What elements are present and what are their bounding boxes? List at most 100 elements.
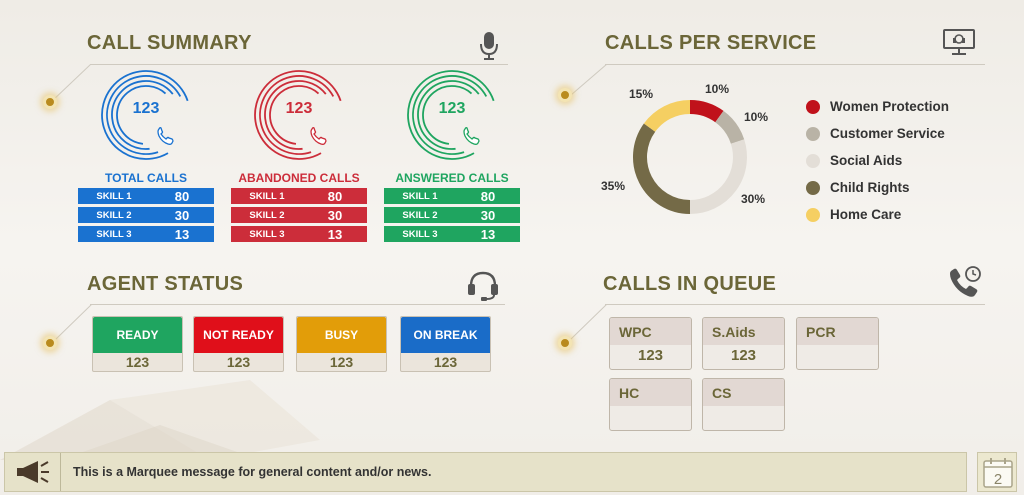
legend-swatch — [806, 180, 820, 195]
calls-per-service-title: CALLS PER SERVICE — [605, 32, 817, 54]
legend-label: Women Protection — [830, 99, 950, 114]
agent-status-label: NOT READY — [194, 317, 283, 353]
call-count: 123 — [285, 100, 313, 117]
queue-label: PCR — [797, 318, 878, 345]
connector-line — [50, 64, 92, 103]
call-summary-column: 123 TOTAL CALLS SKILL 1 80 SKILL 2 30 SKILL 3 1… — [78, 70, 214, 242]
calls-in-queue-title: CALLS IN QUEUE — [603, 273, 777, 295]
chart-legend: Women Protection Customer Service Social A… — [806, 93, 949, 228]
agent-status-count: 123 — [329, 354, 354, 370]
call-column-title: TOTAL CALLS — [105, 171, 187, 185]
legend-swatch — [806, 99, 820, 114]
agent-status-title: AGENT STATUS — [87, 273, 244, 295]
phone-gauge-icon — [407, 70, 497, 160]
agent-status-card[interactable]: NOT READY 123 — [193, 316, 284, 372]
queue-count: 123 — [637, 347, 664, 364]
donut-slice — [643, 100, 691, 133]
skill-value: 80 — [327, 188, 343, 204]
phone-gauge-icon — [101, 70, 191, 160]
agent-status-count: 123 — [433, 354, 458, 370]
skill-row: SKILL 1 80 — [78, 188, 214, 204]
call-gauge: 123 — [101, 70, 191, 160]
agent-status-card[interactable]: ON BREAK 123 — [400, 316, 491, 372]
queue-count — [797, 345, 878, 369]
connector-line — [55, 304, 93, 340]
queue-card[interactable]: WPC 123 — [609, 317, 692, 370]
skill-label: SKILL 2 — [249, 209, 285, 221]
agent-status-card[interactable]: BUSY 123 — [296, 316, 387, 372]
section-marker-dot — [43, 95, 57, 109]
headset-icon — [468, 271, 498, 301]
calendar-widget[interactable]: 2 — [977, 452, 1017, 492]
call-column-title: ABANDONED CALLS — [238, 171, 360, 185]
queue-label: CS — [703, 379, 784, 406]
legend-item: Home Care — [806, 201, 949, 228]
section-marker-dot — [43, 336, 57, 350]
skill-row: SKILL 2 30 — [78, 207, 214, 223]
skill-row: SKILL 1 80 — [384, 188, 520, 204]
call-summary-column: 123 ANSWERED CALLS SKILL 1 80 SKILL 2 30 SKILL… — [384, 70, 520, 242]
section-marker-dot — [558, 336, 572, 350]
skill-value: 30 — [327, 207, 343, 223]
call-summary-column: 123 ABANDONED CALLS SKILL 1 80 SKILL 2 30 SKIL… — [231, 70, 367, 242]
queue-card[interactable]: CS — [702, 378, 785, 431]
legend-swatch — [806, 126, 820, 141]
queue-label: HC — [610, 379, 691, 406]
connector-line — [570, 304, 608, 340]
queue-card[interactable]: HC — [609, 378, 692, 431]
skill-value: 13 — [174, 226, 190, 242]
marquee-message: This is a Marquee message for general co… — [73, 465, 432, 479]
skill-row: SKILL 2 30 — [384, 207, 520, 223]
slice-label: 35% — [601, 179, 626, 193]
donut-slice — [689, 139, 747, 214]
calendar-icon: 2 — [983, 458, 1013, 488]
phone-gauge-icon — [254, 70, 344, 160]
queue-label: WPC — [610, 318, 691, 345]
skill-value: 30 — [174, 207, 190, 223]
agent-status-label: READY — [93, 317, 182, 353]
skill-label: SKILL 3 — [96, 228, 132, 240]
skill-label: SKILL 2 — [96, 209, 132, 221]
skill-label: SKILL 3 — [402, 228, 438, 240]
call-gauge: 123 — [254, 70, 344, 160]
skill-label: SKILL 1 — [402, 190, 438, 202]
legend-label: Customer Service — [830, 126, 945, 141]
legend-label: Home Care — [830, 207, 902, 222]
skill-row: SKILL 3 13 — [231, 226, 367, 242]
skill-row: SKILL 2 30 — [231, 207, 367, 223]
section-marker-dot — [558, 88, 572, 102]
queue-count: 123 — [730, 347, 757, 364]
skill-value: 80 — [174, 188, 190, 204]
skill-row: SKILL 1 80 — [231, 188, 367, 204]
agent-status-label: ON BREAK — [401, 317, 490, 353]
slice-label: 10% — [744, 110, 769, 124]
call-count: 123 — [132, 100, 160, 117]
agent-status-card[interactable]: READY 123 — [92, 316, 183, 372]
skill-value: 13 — [480, 226, 496, 242]
calendar-day: 2 — [994, 471, 1002, 488]
slice-label: 30% — [741, 192, 766, 206]
call-gauge: 123 — [407, 70, 497, 160]
legend-item: Customer Service — [806, 120, 949, 147]
queue-count — [610, 406, 691, 430]
skill-label: SKILL 1 — [96, 190, 132, 202]
call-summary-title: CALL SUMMARY — [87, 32, 252, 54]
queue-card[interactable]: PCR — [796, 317, 879, 370]
legend-label: Child Rights — [830, 180, 910, 195]
queue-count — [703, 406, 784, 430]
background-decoration — [0, 380, 320, 460]
legend-label: Social Aids — [830, 153, 903, 168]
slice-label: 15% — [629, 87, 654, 101]
microphone-icon — [480, 32, 498, 60]
skill-label: SKILL 2 — [402, 209, 438, 221]
calls-per-service-donut-chart — [633, 100, 747, 214]
call-count: 123 — [438, 100, 466, 117]
skill-label: SKILL 3 — [249, 228, 285, 240]
queue-card[interactable]: S.Aids 123 — [702, 317, 785, 370]
skill-row: SKILL 3 13 — [384, 226, 520, 242]
monitor-headset-icon — [943, 29, 975, 55]
connector-line — [570, 64, 608, 96]
donut-slice — [715, 110, 745, 145]
legend-swatch — [806, 153, 820, 168]
skill-value: 13 — [327, 226, 343, 242]
